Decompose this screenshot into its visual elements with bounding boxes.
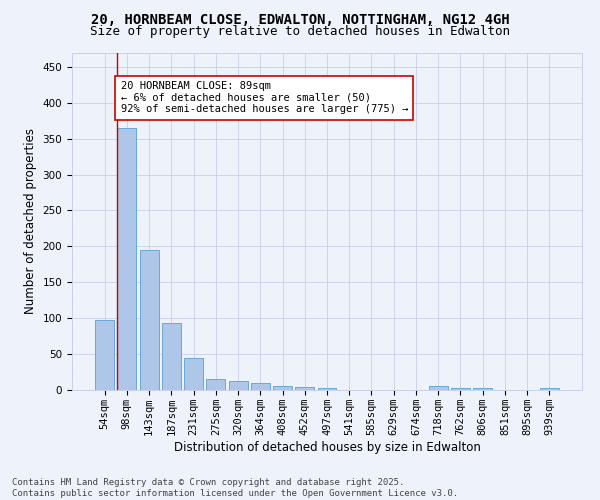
Bar	[540, 388, 559, 390]
Bar	[317, 388, 337, 390]
Text: 20, HORNBEAM CLOSE, EDWALTON, NOTTINGHAM, NG12 4GH: 20, HORNBEAM CLOSE, EDWALTON, NOTTINGHAM…	[91, 12, 509, 26]
Bar	[451, 388, 470, 390]
Bar	[95, 320, 114, 390]
Bar	[251, 383, 270, 390]
Bar	[140, 250, 158, 390]
X-axis label: Distribution of detached houses by size in Edwalton: Distribution of detached houses by size …	[173, 440, 481, 454]
Bar	[295, 387, 314, 390]
Bar	[206, 379, 225, 390]
Text: Contains HM Land Registry data © Crown copyright and database right 2025.
Contai: Contains HM Land Registry data © Crown c…	[12, 478, 458, 498]
Bar	[273, 386, 292, 390]
Bar	[473, 388, 492, 390]
Bar	[118, 128, 136, 390]
Y-axis label: Number of detached properties: Number of detached properties	[24, 128, 37, 314]
Text: Size of property relative to detached houses in Edwalton: Size of property relative to detached ho…	[90, 25, 510, 38]
Bar	[162, 323, 181, 390]
Bar	[429, 386, 448, 390]
Text: 20 HORNBEAM CLOSE: 89sqm
← 6% of detached houses are smaller (50)
92% of semi-de: 20 HORNBEAM CLOSE: 89sqm ← 6% of detache…	[121, 81, 408, 114]
Bar	[184, 358, 203, 390]
Bar	[229, 382, 248, 390]
